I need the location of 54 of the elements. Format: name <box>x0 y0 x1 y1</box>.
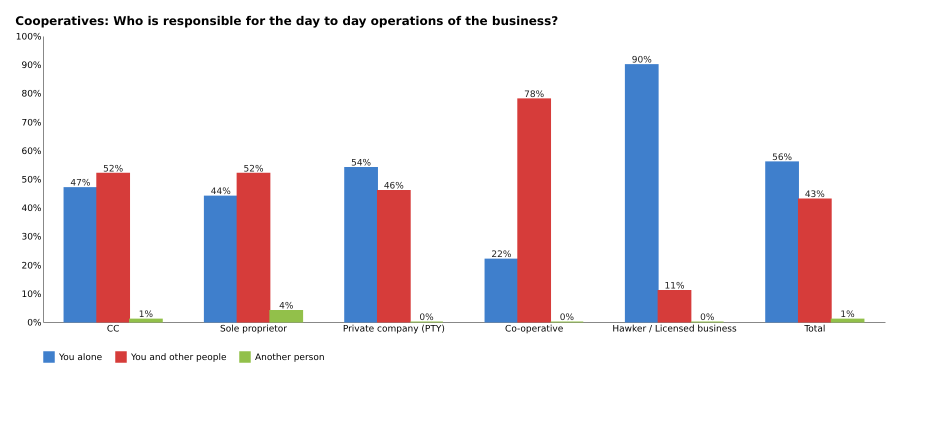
bar <box>236 172 270 322</box>
bar <box>96 172 130 322</box>
x-tick-label: Co-operative <box>505 324 564 334</box>
data-label: 47% <box>70 178 91 189</box>
legend-label: Another person <box>255 353 325 363</box>
bar <box>624 64 659 322</box>
y-tick-label: 20% <box>21 261 42 272</box>
bar <box>765 161 799 322</box>
data-label: 90% <box>632 56 652 66</box>
x-tick-label: Hawker / Licensed business <box>612 324 737 334</box>
data-label: 78% <box>524 90 545 100</box>
data-label: 4% <box>279 302 294 312</box>
bar <box>798 198 832 322</box>
x-tick-label: Total <box>803 324 826 334</box>
y-tick-label: 80% <box>21 90 42 100</box>
x-tick-label: CC <box>106 324 120 334</box>
y-tick-label: 30% <box>21 232 42 243</box>
y-tick-label: 90% <box>21 61 42 72</box>
bar <box>344 167 378 322</box>
data-label: 52% <box>103 164 124 174</box>
y-tick-label: 70% <box>21 118 42 128</box>
data-label: 0% <box>419 313 434 323</box>
data-label: 52% <box>243 164 264 174</box>
data-label: 22% <box>491 250 512 260</box>
bar <box>517 98 552 322</box>
bar <box>658 290 692 322</box>
y-tick-label: 0% <box>27 318 42 328</box>
data-label: 1% <box>138 310 154 320</box>
data-label: 43% <box>804 190 826 200</box>
x-tick-label: Sole proprietor <box>220 324 288 334</box>
y-tick-label: 60% <box>21 146 42 157</box>
data-label: 0% <box>560 313 574 323</box>
legend-label: You alone <box>58 353 103 363</box>
bar <box>204 196 238 322</box>
bar <box>830 318 864 322</box>
data-label: 11% <box>664 282 685 292</box>
data-label: 54% <box>351 158 372 169</box>
bar <box>64 187 98 322</box>
bar <box>484 258 518 322</box>
chart-title: Cooperatives: Who is responsible for the day to day operations of the business? <box>15 14 558 28</box>
data-label: 1% <box>840 310 856 320</box>
x-tick-label: Private company (PTY) <box>342 324 445 334</box>
bar <box>269 310 304 322</box>
legend-label: You and other people <box>130 353 227 363</box>
data-label: 0% <box>700 313 715 323</box>
bar <box>129 318 163 322</box>
y-tick-label: 50% <box>21 176 42 186</box>
y-tick-label: 100% <box>16 32 42 42</box>
y-tick-label: 10% <box>21 290 42 300</box>
data-label: 44% <box>210 187 232 198</box>
bar <box>376 190 411 322</box>
y-tick-label: 40% <box>21 204 42 214</box>
data-label: 46% <box>384 181 404 192</box>
data-label: 56% <box>772 152 793 163</box>
